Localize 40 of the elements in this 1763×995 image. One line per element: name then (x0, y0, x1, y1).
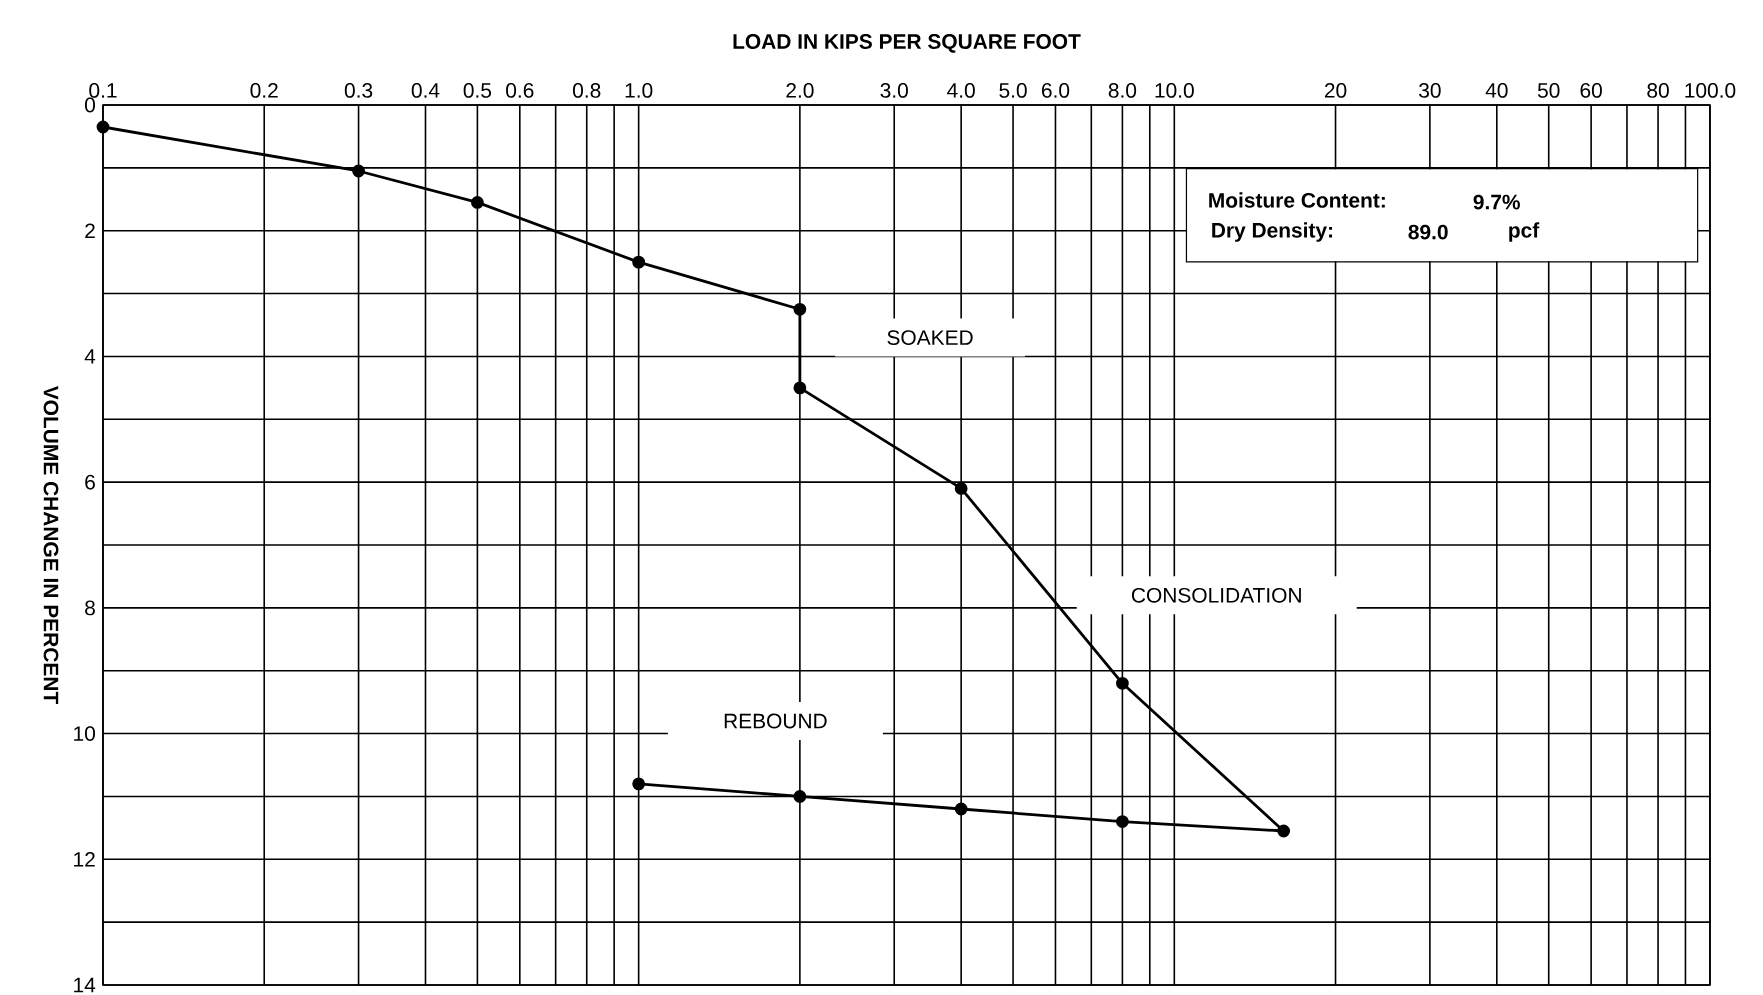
x-tick-label: 1.0 (625, 83, 653, 98)
annotation: REBOUND (724, 713, 827, 729)
x-tick-label: 0.8 (573, 83, 601, 98)
x-tick-label: 20 (1324, 83, 1347, 98)
x-tick-label: 0.3 (344, 83, 373, 98)
y-tick-label: 0 (85, 97, 95, 113)
y-tick-label: 6 (85, 474, 95, 490)
x-tick-label: 0.6 (506, 83, 534, 98)
x-tick-label: 3.0 (880, 83, 908, 98)
x-tick-label: 10.0 (1155, 83, 1194, 98)
annotation: CONSOLIDATION (1131, 587, 1301, 603)
annotation: 89.0 (1408, 224, 1448, 240)
annotation: Dry Density: (1212, 222, 1333, 242)
y-tick-label: 8 (85, 600, 95, 616)
x-tick-label: 100.0 (1685, 83, 1736, 98)
x-tick-label: 0.5 (463, 83, 492, 98)
x-tick-label: 8.0 (1108, 83, 1137, 98)
x-tick-label: 80 (1647, 83, 1669, 98)
y-tick-label: 2 (85, 223, 95, 239)
x-tick-label: 50 (1537, 83, 1560, 98)
y-axis-title: VOLUME CHANGE IN PERCENT (43, 385, 59, 704)
x-tick-label: 5.0 (999, 83, 1027, 98)
x-tick-label: 30 (1419, 83, 1441, 98)
x-tick-label: 60 (1580, 83, 1602, 98)
x-tick-label: 0.1 (89, 83, 117, 98)
annotation: SOAKED (887, 330, 973, 345)
x-tick-label: 6.0 (1041, 83, 1070, 98)
x-tick-label: 2.0 (786, 83, 814, 98)
y-tick-label: 4 (84, 349, 96, 364)
x-tick-label: 40 (1485, 83, 1508, 98)
x-tick-label: 0.4 (411, 83, 440, 98)
x-axis-title: LOAD IN KIPS PER SQUARE FOOT (733, 34, 1081, 53)
y-tick-label: 14 (74, 977, 96, 993)
y-tick-label: 12 (74, 851, 95, 867)
x-tick-label: 0.2 (250, 83, 278, 98)
y-tick-label: 10 (74, 726, 95, 741)
annotation: 9.7% (1473, 194, 1520, 210)
x-tick-label: 4.0 (947, 83, 975, 98)
annotation: pcf (1509, 222, 1540, 242)
annotation: Moisture Content: (1209, 192, 1385, 208)
